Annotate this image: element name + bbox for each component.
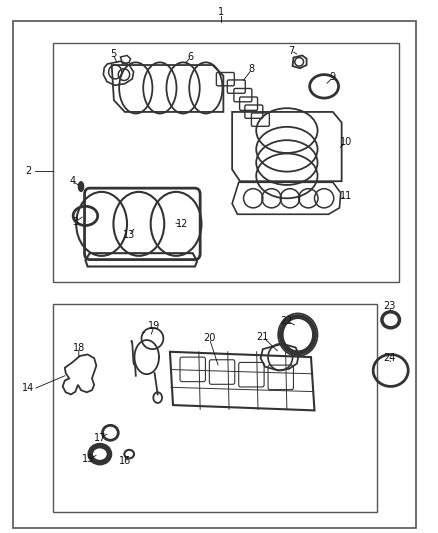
Text: 21: 21 <box>257 332 269 342</box>
Text: 7: 7 <box>288 46 294 55</box>
Text: 6: 6 <box>187 52 194 62</box>
Text: 12: 12 <box>176 219 188 229</box>
Text: 10: 10 <box>340 138 352 147</box>
Text: 9: 9 <box>330 72 336 82</box>
Text: 5: 5 <box>110 50 116 59</box>
Text: 19: 19 <box>148 321 160 331</box>
Text: 15: 15 <box>82 455 95 464</box>
Text: 17: 17 <box>94 433 106 443</box>
Text: 18: 18 <box>73 343 85 352</box>
Ellipse shape <box>78 182 84 191</box>
Text: 23: 23 <box>384 302 396 311</box>
Text: 4: 4 <box>69 176 75 186</box>
Text: 2: 2 <box>25 166 32 175</box>
Text: 22: 22 <box>281 316 293 326</box>
Text: 24: 24 <box>384 353 396 363</box>
Text: 16: 16 <box>119 456 131 465</box>
Text: 20: 20 <box>203 334 215 343</box>
Text: 14: 14 <box>22 383 35 393</box>
Text: 8: 8 <box>249 64 255 74</box>
Text: 1: 1 <box>218 7 224 17</box>
Text: 13: 13 <box>123 230 135 239</box>
Text: 3: 3 <box>73 217 79 227</box>
Text: 11: 11 <box>340 191 352 201</box>
